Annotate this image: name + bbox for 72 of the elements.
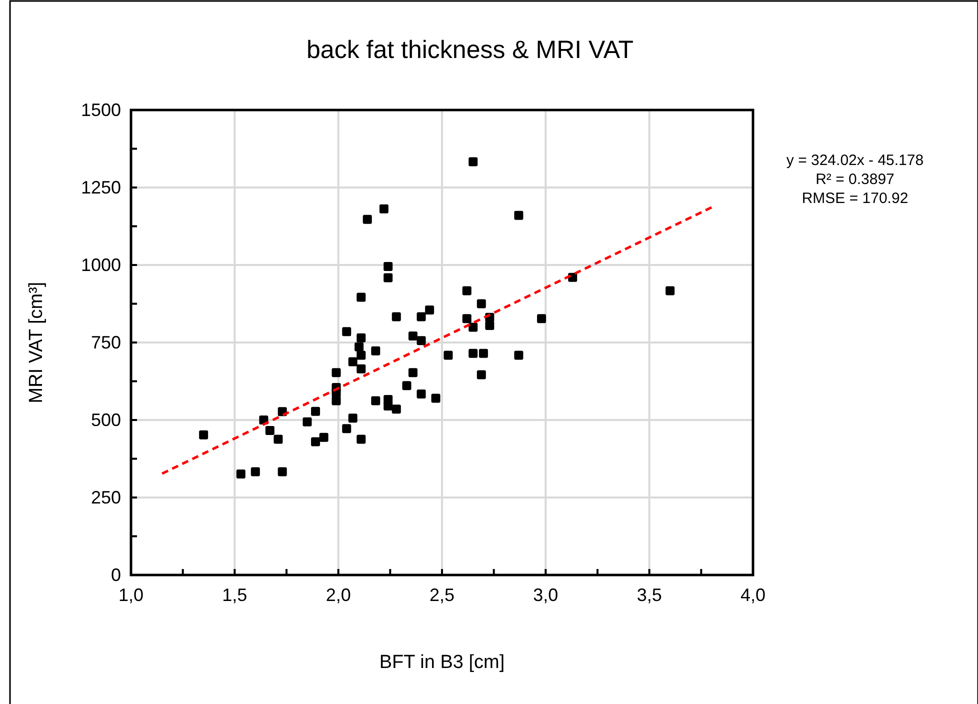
- y-axis-title: MRI VAT [cm³]: [26, 282, 47, 404]
- y-tick-label: 750: [90, 332, 121, 352]
- point: [348, 414, 358, 423]
- x-tick-label: 3,0: [533, 585, 558, 605]
- point: [392, 404, 401, 414]
- x-axis-title: BFT in B3 [cm]: [379, 652, 505, 673]
- point: [514, 210, 524, 220]
- text: RMSE = 170.92: [802, 190, 908, 207]
- point: [356, 333, 366, 342]
- point: [425, 305, 434, 314]
- point: [666, 286, 675, 296]
- point: [362, 214, 372, 224]
- x-tick-label: 1,0: [118, 585, 144, 605]
- y-tick-label: 500: [90, 410, 121, 430]
- point: [478, 348, 488, 358]
- point: [354, 342, 364, 352]
- point: [356, 350, 366, 360]
- point: [371, 346, 380, 356]
- point: [332, 368, 341, 378]
- point: [402, 381, 412, 390]
- text: R² = 0.3897: [816, 171, 894, 188]
- point: [462, 314, 472, 324]
- point: [408, 331, 418, 340]
- point: [392, 312, 401, 322]
- point: [384, 273, 393, 282]
- x-tick-label: 4,0: [740, 585, 766, 605]
- point: [311, 406, 320, 416]
- point: [485, 320, 494, 330]
- point: [278, 467, 287, 476]
- point: [356, 434, 366, 444]
- point: [236, 469, 246, 478]
- point: [319, 432, 328, 442]
- point: [444, 350, 453, 360]
- point: [537, 314, 546, 324]
- point: [476, 370, 486, 380]
- y-tick-label: 1250: [80, 178, 121, 198]
- y-tick-label: 1000: [80, 255, 121, 275]
- point: [265, 426, 274, 436]
- point: [462, 286, 472, 296]
- point: [476, 299, 486, 308]
- y-tick-label: 0: [110, 565, 121, 585]
- point: [384, 262, 393, 272]
- point: [468, 157, 478, 166]
- point: [468, 322, 478, 332]
- point: [342, 424, 352, 434]
- x-tick-label: 2,0: [326, 585, 351, 605]
- x-tick-label: 1,5: [222, 585, 248, 605]
- point: [379, 204, 388, 214]
- point: [342, 327, 352, 336]
- point: [371, 396, 380, 406]
- x-tick-label: 2,5: [429, 585, 455, 605]
- point: [416, 312, 426, 322]
- point: [356, 292, 366, 302]
- point: [408, 368, 418, 378]
- point: [348, 357, 358, 366]
- point: [431, 394, 440, 403]
- x-tick-label: 3,5: [636, 585, 662, 605]
- point: [514, 350, 524, 360]
- y-tick-label: 1500: [80, 100, 121, 120]
- point: [356, 364, 366, 374]
- point: [274, 434, 283, 444]
- text: y = 324.02x - 45.178: [786, 152, 924, 169]
- point: [199, 430, 208, 440]
- y-tick-label: 250: [90, 488, 121, 508]
- point: [416, 389, 426, 398]
- point: [468, 348, 478, 358]
- point: [302, 417, 312, 426]
- point: [311, 437, 320, 446]
- chart-title: back fat thickness & MRI VAT: [306, 36, 634, 64]
- point: [416, 336, 426, 346]
- point: [250, 467, 260, 476]
- point: [332, 396, 341, 406]
